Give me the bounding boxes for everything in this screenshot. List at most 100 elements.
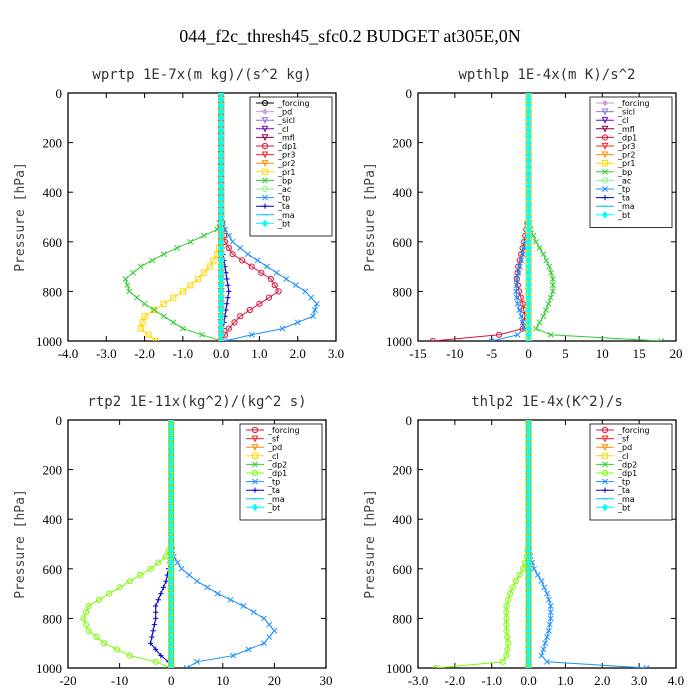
x-tick-label: 4.0	[668, 673, 684, 688]
legend-entry: _cl	[596, 116, 629, 125]
data-point	[224, 276, 230, 282]
data-point	[429, 337, 436, 341]
data-point	[519, 319, 526, 326]
legend-label: _cl	[277, 125, 289, 134]
legend-marker	[262, 203, 268, 209]
x-tick-label: 30	[320, 673, 333, 688]
data-point	[93, 633, 100, 641]
data-point	[225, 295, 231, 301]
legend-entry: _pd	[246, 443, 282, 452]
data-point	[206, 263, 213, 270]
data-point	[187, 238, 194, 245]
legend-label: _bp	[617, 168, 632, 177]
chart-panel-2: wpthlp 1E-4x(m K)/s^2 Pressure [hPa] -15 -1…	[363, 67, 683, 361]
data-point	[275, 288, 282, 295]
series-bt	[218, 93, 225, 341]
legend-label: _tp	[617, 185, 630, 194]
data-point	[308, 294, 315, 301]
data-point	[543, 257, 550, 264]
legend-marker	[601, 151, 609, 159]
legend-entry: _sf	[596, 435, 629, 444]
data-point	[505, 596, 512, 603]
data-point	[113, 646, 121, 653]
legend: _forcing_sicl_cl_mfl_dp1_pr3_pr2_pr1_bp_…	[589, 96, 673, 228]
data-point	[179, 325, 186, 332]
y-tick-label: 400	[393, 185, 413, 200]
legend-entry: _tp	[596, 185, 630, 194]
legend-marker	[251, 435, 259, 443]
legend-marker	[601, 452, 609, 459]
legend-entry: _sicl	[596, 108, 635, 117]
legend-label: _ta	[267, 486, 280, 495]
data-point	[525, 337, 532, 341]
legend-marker	[261, 219, 269, 228]
legend-marker	[601, 435, 609, 443]
data-point	[150, 628, 156, 634]
series-line	[124, 93, 222, 341]
data-point	[126, 578, 134, 585]
legend-marker	[601, 142, 609, 150]
series-line	[82, 420, 172, 668]
data-point	[536, 319, 543, 326]
y-axis-label: Pressure [hPa]	[13, 162, 28, 272]
data-point	[160, 251, 167, 258]
legend-entry: _dp1	[596, 133, 637, 142]
data-point	[519, 244, 526, 252]
data-point	[525, 420, 532, 423]
legend-entry: _pd	[596, 443, 632, 452]
legend-label: _ac	[617, 176, 631, 185]
data-point	[85, 602, 92, 610]
data-point	[495, 331, 503, 338]
data-point	[82, 621, 90, 628]
data-point	[240, 603, 247, 609]
data-point	[151, 307, 158, 313]
x-tick-label: 2.0	[594, 673, 610, 688]
legend-marker	[601, 426, 609, 434]
x-tick-label: 20	[268, 673, 281, 688]
data-point	[519, 325, 526, 332]
legend-marker	[262, 194, 268, 201]
x-tick-label: -10	[111, 673, 128, 688]
y-tick-label: 0	[56, 413, 63, 428]
data-point	[160, 300, 167, 307]
legend-entry: _tp	[246, 478, 280, 487]
data-point	[246, 306, 253, 314]
data-point	[139, 319, 146, 326]
data-point	[313, 300, 320, 307]
data-point	[271, 627, 278, 634]
legend-marker	[261, 168, 269, 175]
series-bp	[122, 93, 225, 341]
x-tick-label: 3.0	[328, 346, 344, 361]
data-point	[518, 257, 525, 264]
data-point	[507, 590, 514, 597]
legend-marker	[601, 469, 609, 477]
legend: _forcing_sf_pd_cl_dp2_dp1_tp_ta_ma_bt	[239, 423, 323, 521]
chart-panel-4: thlp2 1E-4x(K^2)/s Pressure [hPa] -3.0 -2.0…	[363, 394, 684, 688]
data-point	[137, 571, 144, 579]
data-point	[174, 245, 181, 251]
data-point	[549, 288, 556, 295]
legend-marker	[251, 426, 259, 434]
legend-entry: _bt	[596, 211, 630, 220]
y-tick-label: 0	[56, 86, 63, 101]
data-point	[254, 257, 261, 264]
data-point	[266, 634, 273, 640]
plot-area	[80, 420, 278, 668]
data-point	[224, 301, 230, 307]
legend-marker	[602, 168, 608, 175]
data-point	[106, 590, 113, 597]
legend-label: _bp	[277, 176, 292, 185]
data-point	[504, 646, 511, 653]
data-point	[534, 572, 541, 578]
data-point	[261, 640, 268, 647]
legend-marker	[261, 151, 269, 159]
data-point	[503, 621, 510, 628]
x-tick-label: -2.0	[445, 673, 466, 688]
legend-entry: _forcing	[256, 99, 310, 108]
data-point	[195, 275, 202, 283]
data-point	[226, 288, 232, 294]
legend-marker	[261, 142, 269, 150]
legend-entry: _ta	[256, 202, 290, 211]
legend-marker	[601, 444, 609, 451]
series-line	[436, 420, 530, 668]
